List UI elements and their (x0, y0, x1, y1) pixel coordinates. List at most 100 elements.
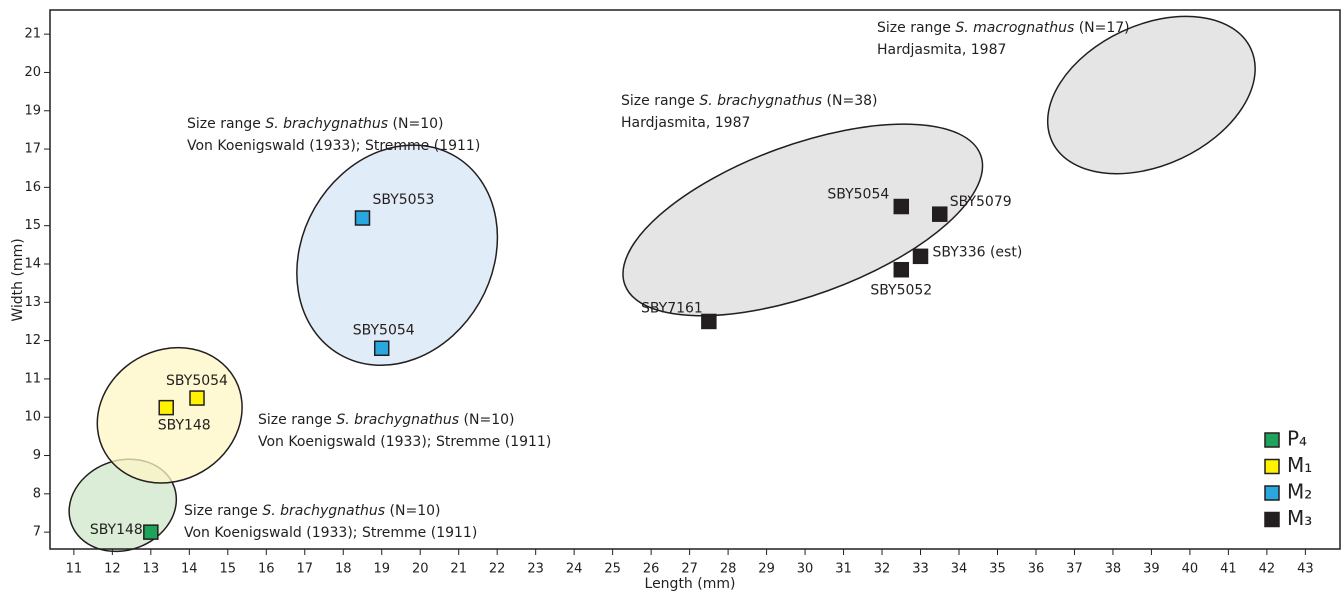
x-tick-label: 29 (758, 562, 775, 577)
point-label: SBY148 (158, 418, 211, 434)
x-tick-label: 40 (1182, 562, 1199, 577)
plot-frame (49, 9, 1341, 550)
y-tick-label: 14 (24, 256, 41, 271)
legend-label: P₄ (1287, 427, 1307, 451)
y-tick-label: 11 (24, 371, 41, 386)
x-tick-label: 18 (335, 562, 352, 577)
x-tick-label: 32 (874, 562, 891, 577)
data-point (932, 206, 948, 222)
x-tick-label: 14 (181, 562, 198, 577)
x-tick-label: 33 (912, 562, 929, 577)
point-label: SBY5053 (372, 192, 434, 208)
x-tick-label: 34 (951, 562, 968, 577)
region-source: Hardjasmita, 1987 (877, 42, 1006, 58)
y-tick-label: 20 (24, 65, 41, 80)
y-tick-label: 19 (24, 103, 41, 118)
x-tick-label: 24 (566, 562, 583, 577)
region-source: Von Koenigswald (1933); Stremme (1911) (258, 434, 551, 450)
y-tick-label: 21 (24, 27, 41, 42)
region-note: Size range S. brachygnathus (N=10) (258, 412, 515, 428)
x-tick-label: 12 (104, 562, 121, 577)
y-tick-label: 12 (24, 333, 41, 348)
note-species: S. brachygnathus (336, 412, 459, 428)
point-label: SBY7161 (641, 300, 703, 316)
x-tick-label: 39 (1143, 562, 1160, 577)
x-tick-label: 28 (720, 562, 737, 577)
x-tick-label: 27 (681, 562, 698, 577)
note-suffix: (N=17) (1074, 20, 1129, 36)
y-tick-label: 13 (24, 295, 41, 310)
note-prefix: Size range (877, 20, 955, 36)
y-tick-label: 8 (33, 486, 41, 501)
y-tick-label: 10 (24, 410, 41, 425)
note-species: S. brachygnathus (262, 503, 385, 519)
y-tick-label: 16 (24, 180, 41, 195)
x-tick-label: 16 (258, 562, 275, 577)
x-tick-label: 30 (797, 562, 814, 577)
region-source: Hardjasmita, 1987 (621, 115, 750, 131)
legend-label: M₁ (1287, 453, 1312, 477)
data-point (701, 313, 717, 330)
legend-swatch (1264, 432, 1280, 448)
note-suffix: (N=10) (385, 503, 440, 519)
y-tick-label: 17 (24, 142, 41, 157)
region-note: Size range S. brachygnathus (N=10) (184, 503, 441, 519)
point-label: SBY5079 (950, 194, 1012, 210)
size-range-ellipse (622, 123, 984, 317)
x-tick-label: 15 (220, 562, 237, 577)
data-point (912, 248, 929, 265)
data-point (189, 390, 205, 406)
x-tick-label: 38 (1105, 562, 1122, 577)
point-label: SBY5052 (870, 283, 932, 299)
x-tick-label: 22 (489, 562, 506, 577)
x-tick-label: 20 (412, 562, 429, 577)
x-tick-label: 36 (1028, 562, 1045, 577)
note-suffix: (N=38) (822, 93, 877, 109)
data-point (143, 524, 159, 540)
data-point (893, 198, 910, 215)
note-prefix: Size range (258, 412, 336, 428)
region-source: Von Koenigswald (1933); Stremme (1911) (184, 525, 477, 541)
size-range-ellipse (296, 144, 499, 367)
x-tick-label: 26 (643, 562, 660, 577)
note-prefix: Size range (621, 93, 699, 109)
data-point (893, 261, 910, 278)
size-range-ellipse (1046, 15, 1256, 175)
region-note: Size range S. brachygnathus (N=38) (621, 93, 878, 109)
legend-label: M₂ (1287, 480, 1312, 504)
y-tick-label: 9 (33, 448, 41, 463)
y-tick-label: 15 (24, 218, 41, 233)
region-note: Size range S. macrognathus (N=17) (877, 20, 1130, 36)
legend-swatch (1264, 511, 1280, 528)
data-point (158, 399, 174, 416)
point-label: SBY148 (90, 522, 143, 538)
x-tick-label: 37 (1066, 562, 1083, 577)
point-label: SBY5054 (353, 322, 415, 338)
x-tick-label: 13 (143, 562, 160, 577)
y-tick-label: 7 (33, 525, 41, 540)
x-tick-label: 35 (989, 562, 1006, 577)
note-suffix: (N=10) (388, 116, 443, 132)
note-prefix: Size range (187, 116, 265, 132)
note-species: S. brachygnathus (265, 116, 388, 132)
legend-swatch (1264, 485, 1280, 501)
x-tick-label: 19 (373, 562, 390, 577)
x-tick-label: 41 (1220, 562, 1237, 577)
x-tick-label: 25 (604, 562, 621, 577)
note-suffix: (N=10) (459, 412, 514, 428)
data-point (373, 340, 390, 357)
x-tick-label: 21 (450, 562, 467, 577)
legend-label: M₃ (1287, 506, 1312, 530)
point-label: SBY336 (est) (933, 244, 1023, 260)
note-species: S. macrognathus (955, 20, 1074, 36)
x-tick-label: 11 (66, 562, 83, 577)
region-source: Von Koenigswald (1933); Stremme (1911) (187, 138, 480, 154)
x-axis-label: Length (mm) (645, 576, 736, 591)
x-tick-label: 43 (1297, 562, 1314, 577)
x-tick-label: 42 (1259, 562, 1276, 577)
x-tick-label: 31 (835, 562, 852, 577)
note-species: S. brachygnathus (699, 93, 822, 109)
x-tick-label: 17 (296, 562, 313, 577)
